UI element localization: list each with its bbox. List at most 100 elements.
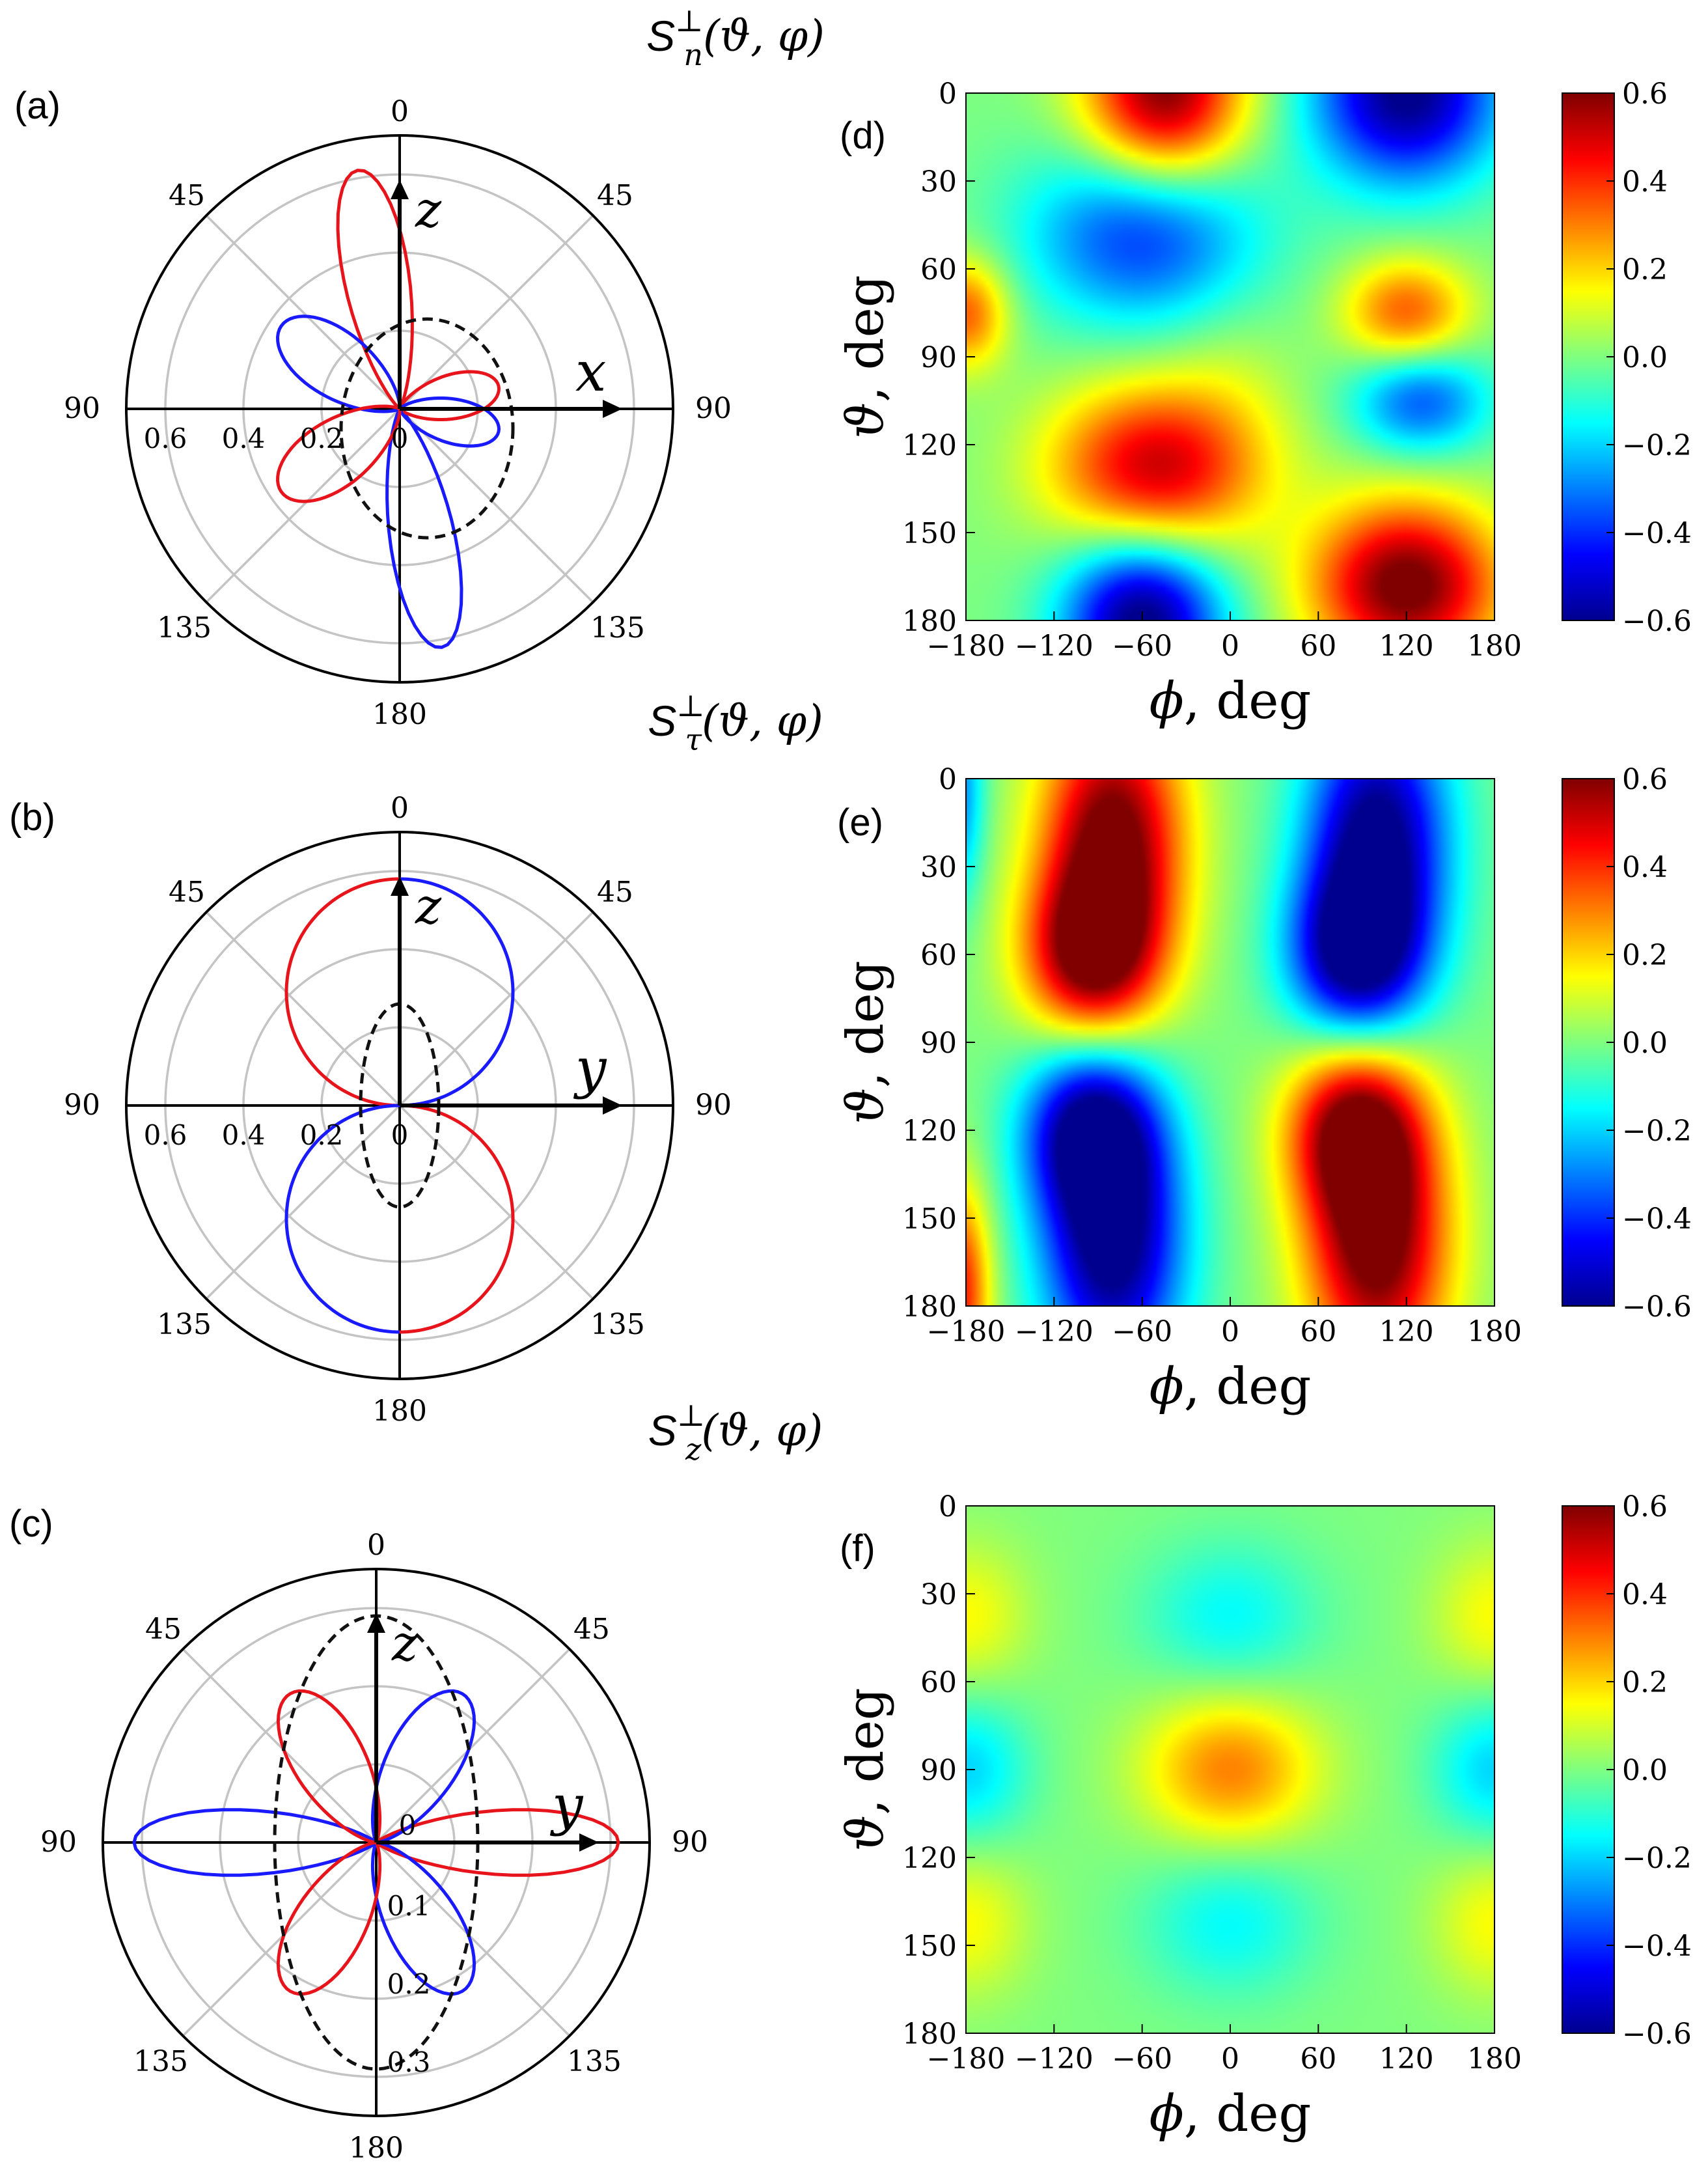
- y-tick-label: 180: [902, 2018, 957, 2051]
- angle-label-lower_left: 135: [133, 2045, 188, 2078]
- lobe-upper-right: [399, 877, 515, 1107]
- colorbar-tick-label: −0.4: [1622, 517, 1692, 550]
- z-arrowhead: [391, 876, 409, 896]
- panel-label: (f): [840, 1527, 875, 1570]
- dashed-ellipse: [339, 317, 515, 540]
- colorbar-tick-label: −0.4: [1622, 1202, 1692, 1236]
- colorbar-tick-label: −0.2: [1622, 1115, 1692, 1148]
- title-args: (ϑ, φ): [702, 696, 823, 746]
- x-axis-symbol: ϕ: [1150, 1357, 1184, 1416]
- colorbar-tick-label: 0.4: [1622, 851, 1668, 884]
- lobe-lower-left: [284, 1104, 400, 1334]
- z-axis-label: z: [415, 877, 442, 935]
- x-tick-label: −60: [1112, 2042, 1172, 2076]
- lobe-upper-left: [284, 877, 400, 1107]
- grid-spoke: [375, 1648, 571, 1844]
- lobe-1: [374, 1808, 620, 1877]
- angle-label-top: 0: [367, 1529, 385, 1562]
- radial-tick-label: 0.6: [144, 1119, 187, 1151]
- x-axis-symbol: ϕ: [1150, 672, 1184, 730]
- angle-label-right: 90: [695, 1089, 732, 1122]
- y-axis-unit: , deg: [836, 1688, 895, 1815]
- grid-spoke: [205, 408, 401, 604]
- panel-title: S⊥ n(ϑ, φ): [646, 3, 825, 72]
- x-tick-label: 120: [1379, 630, 1434, 663]
- x-tick-label: −180: [927, 1315, 1006, 1348]
- angle-label-bottom: 180: [372, 1395, 427, 1428]
- y-tick-label: 60: [920, 1666, 957, 1699]
- x-tick-label: 120: [1379, 2042, 1434, 2076]
- colorbar-gradient: [1562, 1505, 1615, 2034]
- lobe-3: [398, 396, 501, 448]
- radial-tick-label: 0: [391, 1119, 409, 1151]
- heatmap-raster: [966, 93, 1494, 620]
- y-axis-label: ϑ, deg: [836, 960, 895, 1124]
- grid-spoke: [205, 214, 401, 410]
- x-tick-label: 180: [1467, 1315, 1522, 1348]
- y-tick-label: 120: [902, 1115, 957, 1148]
- polar-plot-b: (b) 0 180 90 90 45 45 135 135 z y 0.6 0.4 0.2 0: [9, 792, 732, 1428]
- x-axis-unit: , deg: [1184, 2085, 1312, 2143]
- x-tick-label: −120: [1015, 1315, 1094, 1348]
- x-axis-label: ϕ, deg: [1150, 1357, 1312, 1416]
- x-axis-label: ϕ, deg: [1150, 2085, 1312, 2143]
- x-axis-unit: , deg: [1184, 672, 1312, 730]
- y-tick-label: 0: [939, 77, 957, 111]
- y-tick-label: 150: [902, 517, 957, 550]
- grid-spoke: [205, 1104, 401, 1300]
- x-axis-unit: , deg: [1184, 1357, 1312, 1416]
- colorbar-tick-label: 0.2: [1622, 939, 1668, 972]
- colorbar-tick-label: 0.0: [1622, 1027, 1668, 1060]
- angle-label-lower_right: 135: [590, 1308, 645, 1341]
- angle-label-top: 0: [391, 95, 409, 128]
- colorbar-tick-label: 0.4: [1622, 1578, 1668, 1611]
- x-tick-label: 0: [1221, 1315, 1239, 1348]
- y-axis-symbol: ϑ: [836, 1815, 895, 1852]
- y-tick-label: 90: [920, 1754, 957, 1787]
- angle-label-lower_left: 135: [157, 1308, 212, 1341]
- colorbar-tick-label: −0.4: [1622, 1930, 1692, 1963]
- lobe-5: [276, 1841, 382, 1996]
- y-tick-label: 90: [920, 1027, 957, 1060]
- x-tick-label: 180: [1467, 2042, 1522, 2076]
- colorbar-tick-label: −0.6: [1622, 1290, 1692, 1324]
- y-tick-label: 90: [920, 341, 957, 374]
- grid-spoke: [182, 1841, 378, 2037]
- panel-title: S⊥ z(ϑ, φ): [648, 1398, 823, 1467]
- y-tick-label: 0: [939, 1490, 957, 1523]
- x-tick-label: 60: [1300, 1315, 1336, 1348]
- grid-spoke: [182, 1648, 378, 1844]
- x-tick-label: −120: [1015, 2042, 1094, 2076]
- angle-label-bottom: 180: [349, 2132, 404, 2165]
- radial-tick-label: 0.4: [222, 1119, 266, 1151]
- y-tick-label: 120: [902, 429, 957, 462]
- title-sub: z: [685, 1432, 702, 1467]
- x-tick-label: 0: [1221, 630, 1239, 663]
- x-tick-label: −120: [1015, 630, 1094, 663]
- colorbar-tick-label: 0.2: [1622, 253, 1668, 286]
- radial-tick-label: 0.4: [222, 423, 266, 454]
- title-base: S: [648, 697, 676, 745]
- x-axis-label: ϕ, deg: [1150, 672, 1312, 730]
- x-axis-symbol: ϕ: [1150, 2085, 1184, 2143]
- colorbar: 0.6 0.4 0.2 0.0 −0.2 −0.4 −0.6: [1562, 77, 1692, 638]
- colorbar: 0.6 0.4 0.2 0.0 −0.2 −0.4 −0.6: [1562, 1490, 1692, 2051]
- grid-spoke: [398, 408, 594, 604]
- polar-plot-c: (c) 0 180 90 90 45 45 135 135 z y 0 0.1 0.2 0.3: [9, 1503, 708, 2165]
- x-tick-label: 120: [1379, 1315, 1434, 1348]
- x-tick-label: 180: [1467, 630, 1522, 663]
- radial-tick-label: 0: [391, 423, 409, 454]
- grid-spoke: [398, 1104, 594, 1300]
- angle-label-top: 0: [391, 792, 409, 825]
- radial-tick-label: 0.1: [387, 1890, 431, 1922]
- lobe-4: [370, 1841, 476, 1996]
- title-sup: ⊥: [677, 1398, 705, 1433]
- radial-tick-label: 0.2: [300, 423, 344, 454]
- title-text: S⊥ τ(ϑ, φ): [648, 688, 823, 757]
- horizontal-axis-label: y: [573, 1036, 607, 1100]
- z-arrowhead: [367, 1613, 385, 1633]
- colorbar-tick-label: −0.6: [1622, 2018, 1692, 2051]
